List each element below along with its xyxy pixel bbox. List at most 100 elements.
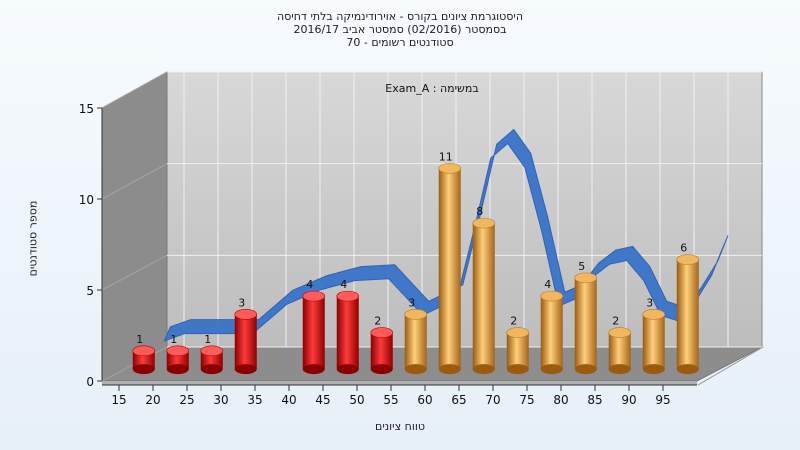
- bar: [608, 327, 632, 375]
- x-axis-label: טווח ציונים: [375, 420, 425, 433]
- bar-base: [608, 364, 631, 375]
- bar-base: [404, 364, 427, 375]
- bar-top: [506, 327, 530, 338]
- data-label: 5: [578, 260, 585, 273]
- bar: [132, 345, 156, 375]
- bar: [676, 254, 700, 375]
- data-label: 3: [408, 296, 415, 309]
- y-tick-label: 0: [86, 375, 94, 389]
- bar-body: [608, 332, 631, 370]
- bar-body: [438, 168, 461, 370]
- bar-body: [336, 296, 359, 370]
- bar-base: [574, 364, 597, 375]
- x-tick-label: 65: [451, 393, 466, 407]
- bar-top: [234, 309, 258, 320]
- x-tick-label: 30: [213, 393, 228, 407]
- data-label: 1: [136, 333, 143, 346]
- data-label: 3: [646, 296, 653, 309]
- y-tick-label: 10: [79, 193, 94, 207]
- bar-body: [404, 314, 427, 370]
- bar-body: [370, 332, 393, 370]
- bar: [200, 345, 224, 375]
- bar-top: [608, 327, 632, 338]
- bar-top: [302, 290, 326, 302]
- bar-base: [540, 364, 563, 375]
- bar-top: [540, 290, 564, 302]
- bar-base: [438, 364, 461, 375]
- data-label: 2: [612, 315, 619, 328]
- bar: [404, 309, 428, 375]
- x-tick-label: 95: [655, 393, 670, 407]
- data-label: 2: [374, 315, 381, 328]
- x-tick-label: 15: [111, 393, 126, 407]
- bar-base: [166, 364, 189, 375]
- chart-title-line-3: סטודנטים רשומים - 70: [346, 36, 454, 49]
- bar-top: [438, 163, 462, 174]
- x-tick-label: 70: [485, 393, 500, 407]
- bar-top: [676, 254, 700, 265]
- data-label: 6: [680, 242, 687, 255]
- bar-body: [302, 296, 325, 370]
- bar-base: [370, 364, 393, 375]
- side-grid-line: [101, 71, 168, 109]
- data-label: 4: [340, 278, 347, 291]
- bar-top: [472, 217, 496, 229]
- bar: [370, 327, 394, 375]
- bar-body: [506, 332, 529, 370]
- bars-group: [132, 163, 700, 375]
- data-label: 8: [476, 205, 483, 218]
- bar-top: [200, 345, 224, 357]
- data-label: 4: [306, 278, 313, 291]
- bar-body: [642, 314, 665, 370]
- bar-base: [336, 364, 359, 375]
- data-label: 4: [544, 278, 551, 291]
- data-label: 1: [204, 333, 211, 346]
- bar: [234, 309, 258, 375]
- bar-base: [234, 364, 257, 375]
- x-tick-label: 20: [145, 393, 160, 407]
- x-tick-label: 45: [315, 393, 330, 407]
- bar-body: [234, 314, 257, 370]
- bar-body: [574, 277, 597, 370]
- bar-base: [472, 364, 495, 375]
- plot-walls: [101, 71, 764, 385]
- bar-top: [404, 309, 428, 320]
- x-tick-label: 60: [417, 393, 432, 407]
- x-tick-label: 90: [621, 393, 636, 407]
- bar: [642, 309, 666, 375]
- bar-base: [302, 364, 325, 375]
- bar: [506, 327, 530, 375]
- data-label: 11: [439, 150, 453, 163]
- bar: [472, 217, 496, 375]
- x-tick-label: 55: [383, 393, 398, 407]
- bar-base: [132, 364, 155, 375]
- y-axis-label: מספר סטודנטים: [26, 200, 40, 277]
- x-tick-label: 75: [519, 393, 534, 407]
- bar-body: [472, 223, 495, 370]
- data-label: 1: [170, 333, 177, 346]
- bar-top: [370, 327, 394, 338]
- x-tick-label: 80: [553, 393, 568, 407]
- bar: [302, 290, 326, 375]
- bar: [166, 345, 190, 375]
- x-tick-label: 25: [179, 393, 194, 407]
- bar-base: [506, 364, 529, 375]
- bar-top: [132, 345, 156, 357]
- floor-right-edge: [697, 347, 764, 385]
- bar-top: [574, 272, 598, 284]
- y-tick-label: 15: [79, 102, 94, 116]
- chart-title-line-1: היסטוגרמת ציונים בקורס - אוירודינמיקה בל…: [276, 10, 524, 23]
- y-tick-label: 5: [86, 284, 94, 298]
- chart-subtitle: Exam_A : במשימה: [385, 82, 478, 95]
- x-tick-label: 40: [281, 393, 296, 407]
- bar: [540, 290, 564, 375]
- bar-body: [676, 259, 699, 370]
- bar-top: [336, 290, 360, 302]
- bar-top: [166, 345, 190, 357]
- bar-base: [200, 364, 223, 375]
- x-tick-label: 85: [587, 393, 602, 407]
- x-tick-label: 35: [247, 393, 262, 407]
- data-label: 3: [238, 296, 245, 309]
